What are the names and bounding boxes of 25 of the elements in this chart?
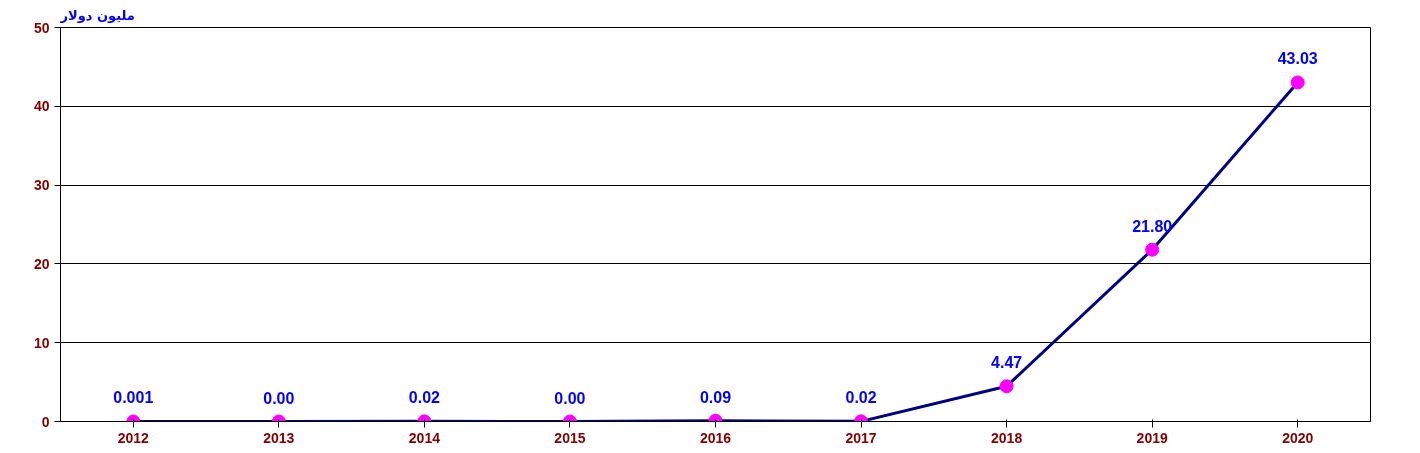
x-tick-label: 2016 [699, 429, 732, 446]
y-tick-label: 40 [33, 98, 50, 115]
data-label: 0.00 [554, 389, 586, 407]
x-tick-label: 2019 [1136, 429, 1168, 446]
x-tick-label: 2020 [1282, 429, 1314, 446]
y-tick-label: 50 [33, 19, 50, 36]
y-tick-label: 0 [41, 413, 50, 430]
x-tick-label: 2013 [263, 429, 295, 446]
y-tick-label: 10 [33, 334, 50, 351]
x-tick-label: 2015 [554, 429, 586, 446]
data-label: 43.03 [1277, 50, 1318, 68]
y-axis-title: مليون دولار [59, 7, 135, 23]
x-tick-label: 2018 [991, 429, 1023, 446]
data-label: 21.80 [1132, 217, 1173, 235]
y-tick-label: 30 [33, 177, 50, 194]
data-label: 0.09 [699, 388, 732, 406]
x-tick-label: 2014 [408, 429, 441, 446]
data-label: 4.47 [991, 354, 1023, 372]
y-tick-label: 20 [33, 255, 50, 272]
data-label: 0.02 [845, 389, 877, 407]
data-label: 0.02 [408, 389, 441, 407]
x-tick-label: 2017 [845, 429, 877, 446]
x-tick-label: 2012 [117, 429, 150, 446]
data-label: 0.001 [113, 389, 154, 407]
data-label: 0.00 [263, 389, 295, 407]
